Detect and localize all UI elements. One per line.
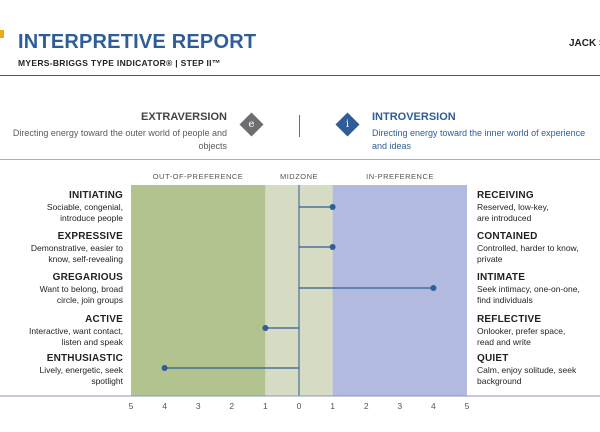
facet-right-quiet: QUIET Calm, enjoy solitude, seek backgro…	[477, 353, 600, 387]
facet-right-name: RECEIVING	[477, 190, 534, 201]
facet-right-desc: Reserved, low-key, are introduced	[477, 202, 549, 223]
introversion-description: Directing energy toward the inner world …	[372, 128, 586, 151]
header-rule	[0, 75, 600, 76]
facet-left-initiating: INITIATING Sociable, congenial, introduc…	[3, 190, 123, 224]
facet-left-desc: Demonstrative, easier to know, self-reve…	[30, 243, 123, 264]
facet-right-name: CONTAINED	[477, 231, 538, 242]
facet-right-desc: Seek intimacy, one-on-one, find individu…	[477, 284, 580, 305]
introversion-title: INTROVERSION	[372, 111, 456, 123]
x-tick-label: 2	[364, 401, 369, 411]
facet-left-name: ENTHUSIASTIC	[46, 353, 123, 364]
facet-right-reflective: REFLECTIVE Onlooker, prefer space, read …	[477, 314, 600, 348]
facet-score-point	[329, 204, 336, 210]
zone-out-of-preference	[131, 185, 266, 396]
facet-left-name: INITIATING	[68, 190, 123, 201]
x-tick-label: 1	[263, 401, 268, 411]
x-tick-label: 4	[431, 401, 436, 411]
facet-right-name: INTIMATE	[477, 272, 526, 283]
report-subtitle: MYERS-BRIGGS TYPE INDICATOR® | STEP II™	[18, 58, 221, 68]
zone-label-out-of-preference: OUT-OF-PREFERENCE	[152, 172, 244, 181]
facet-right-desc: Calm, enjoy solitude, seek background	[477, 365, 577, 386]
brand-mark	[0, 30, 4, 38]
facet-right-name: QUIET	[477, 353, 509, 364]
facet-right-desc: Controlled, harder to know, private	[477, 243, 579, 264]
x-tick-label: 1	[330, 401, 335, 411]
facet-right-desc: Onlooker, prefer space, read and write	[477, 326, 566, 347]
zone-in-preference	[332, 185, 467, 396]
person-name: JACK S	[569, 38, 600, 49]
dichotomy-divider	[299, 115, 300, 137]
x-tick-label: 5	[129, 401, 134, 411]
x-tick-label: 0	[297, 401, 302, 411]
facet-left-name: GREGARIOUS	[52, 272, 123, 283]
facet-right-intimate: INTIMATE Seek intimacy, one-on-one, find…	[477, 272, 600, 306]
facet-score-point	[329, 244, 336, 250]
x-tick-label: 3	[397, 401, 402, 411]
x-tick-label: 3	[196, 401, 201, 411]
facet-left-desc: Lively, energetic, seek spotlight	[39, 365, 123, 386]
facet-right-name: REFLECTIVE	[477, 314, 542, 325]
facet-score-point	[161, 365, 168, 371]
facet-score-point	[262, 325, 269, 331]
facet-left-gregarious: GREGARIOUS Want to belong, broad circle,…	[3, 272, 123, 306]
facet-right-contained: CONTAINED Controlled, harder to know, pr…	[477, 231, 600, 265]
facet-left-name: EXPRESSIVE	[57, 231, 123, 242]
facet-left-desc: Want to belong, broad circle, join group…	[39, 284, 123, 305]
facet-left-enthusiastic: ENTHUSIASTIC Lively, energetic, seek spo…	[3, 353, 123, 387]
facet-left-name: ACTIVE	[85, 314, 123, 325]
x-tick-label: 5	[465, 401, 470, 411]
facet-left-expressive: EXPRESSIVE Demonstrative, easier to know…	[3, 231, 123, 265]
facet-right-receiving: RECEIVING Reserved, low-key, are introdu…	[477, 190, 600, 224]
zone-label-midzone: MIDZONE	[279, 172, 319, 181]
facet-left-desc: Interactive, want contact, listen and sp…	[28, 326, 123, 347]
extraversion-title: EXTRAVERSION	[141, 111, 227, 123]
zone-label-in-preference: IN-PREFERENCE	[366, 172, 434, 181]
x-tick-label: 4	[162, 401, 167, 411]
facet-score-point	[430, 285, 437, 291]
facet-left-desc: Sociable, congenial, introduce people	[46, 202, 123, 223]
facet-left-active: ACTIVE Interactive, want contact, listen…	[3, 314, 123, 348]
section-rule	[0, 159, 600, 160]
x-tick-label: 2	[229, 401, 234, 411]
report-title: INTERPRETIVE REPORT	[18, 31, 257, 53]
extraversion-description: Directing energy toward the outer world …	[12, 128, 227, 151]
